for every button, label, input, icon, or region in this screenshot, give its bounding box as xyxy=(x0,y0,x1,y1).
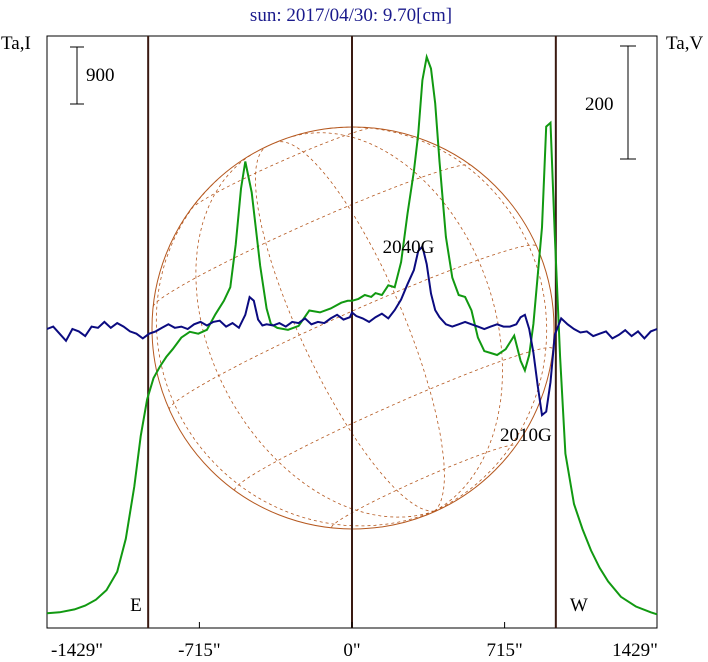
chart-title: sun: 2017/04/30: 9.70[cm] xyxy=(250,5,452,26)
magnetic-field-annotations: 2040G 2010G xyxy=(383,237,552,446)
x-tick-label: 0" xyxy=(343,640,360,661)
left-scale-bar-label: 900 xyxy=(86,65,115,86)
intensity-series-line xyxy=(46,53,658,616)
x-tick-label: -1429" xyxy=(51,640,103,661)
grid-line xyxy=(276,141,445,512)
annotation-label: 2040G xyxy=(383,237,435,258)
x-tick-label: -715" xyxy=(178,640,221,661)
marker-label: E xyxy=(130,595,142,616)
x-tick-label: 715" xyxy=(486,640,522,661)
grid-line xyxy=(329,126,548,512)
grid-line xyxy=(292,132,503,512)
marker-label: W xyxy=(570,595,588,616)
left-scale-bar xyxy=(70,46,84,105)
grid-line xyxy=(331,444,516,528)
annotation-label: 2010G xyxy=(500,425,552,446)
x-tick-label: 1429" xyxy=(612,640,658,661)
grid-line xyxy=(155,176,435,527)
right-scale-bar-label: 200 xyxy=(585,94,614,115)
grid-line xyxy=(234,347,554,491)
grid-line xyxy=(190,127,373,209)
right-axis-label: Ta,V xyxy=(666,33,703,54)
right-scale-bar xyxy=(620,45,636,160)
grid-line xyxy=(152,164,471,307)
polarization-series-line xyxy=(46,244,658,418)
grid-line xyxy=(254,146,435,512)
left-axis-label: Ta,I xyxy=(1,33,31,54)
x-axis-ticks: -1429" -715" 0" 715" 1429" xyxy=(46,622,658,661)
grid-line xyxy=(195,154,435,518)
